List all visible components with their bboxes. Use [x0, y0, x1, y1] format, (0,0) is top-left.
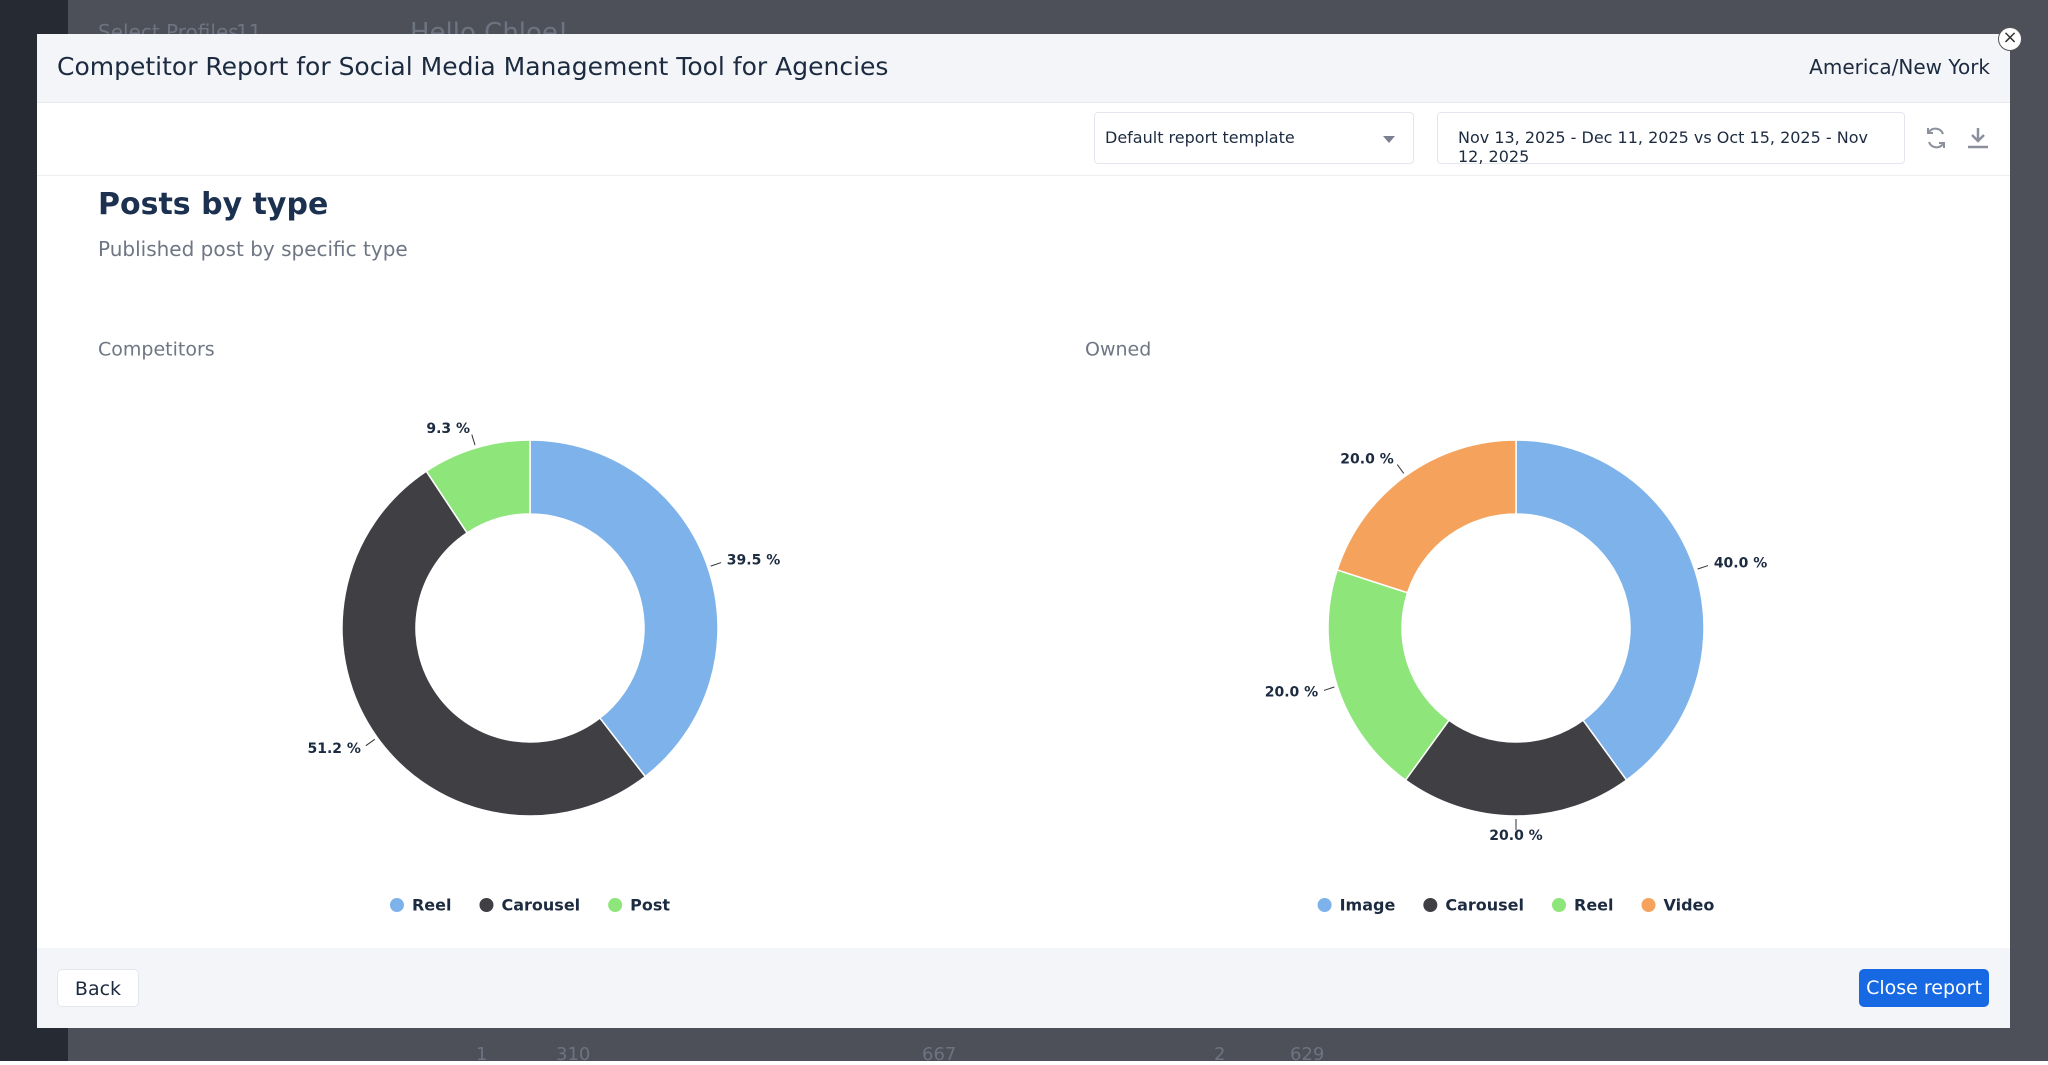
- refresh-icon[interactable]: [1923, 125, 1949, 151]
- stat: 629: [1290, 1044, 1325, 1065]
- stat: 2: [1214, 1044, 1226, 1065]
- legend-label: Reel: [1574, 896, 1614, 915]
- timezone[interactable]: America/New York: [1809, 55, 1990, 79]
- template-dropdown[interactable]: Default report template: [1094, 112, 1414, 164]
- legend-swatch: [1423, 898, 1438, 912]
- caret: [1383, 136, 1395, 143]
- legend: Reel Carousel Post: [389, 896, 670, 915]
- legend-swatch: [1641, 898, 1656, 912]
- donut-slice: [341, 470, 647, 817]
- value-label: 40.0 %: [1714, 556, 1767, 572]
- download-icon[interactable]: [1965, 125, 1991, 151]
- stat: 667: [922, 1044, 957, 1065]
- chart-title: Owned: [1085, 339, 1151, 361]
- modal-footer: Back Close report: [37, 948, 2010, 1028]
- leader-line: [365, 738, 376, 747]
- value-label: 9.3 %: [426, 421, 470, 437]
- leader-line: [1697, 565, 1709, 570]
- value-label: 39.5 %: [727, 553, 780, 569]
- legend-swatch: [1552, 898, 1566, 912]
- value-label: 20.0 %: [1265, 684, 1318, 700]
- close-report-button[interactable]: Close report: [1859, 969, 1989, 1007]
- value-label: 20.0 %: [1340, 452, 1393, 468]
- legend-label: Carousel: [501, 896, 580, 915]
- charts: Competitors 39.5 % 51.2 % 9.3 % Reel Carousel…: [98, 339, 1767, 915]
- donut-slice: [425, 439, 531, 534]
- legend-label: Image: [1340, 896, 1396, 915]
- report-modal: Competitor Report for Social Media Manag…: [37, 34, 2010, 1028]
- legend-swatch: [389, 898, 404, 912]
- donut-slice: [529, 439, 719, 778]
- leader-line: [471, 434, 476, 446]
- date-range[interactable]: Nov 13, 2025 - Dec 11, 2025 vs Oct 15, 2…: [1437, 112, 1905, 166]
- legend-swatch: [608, 898, 623, 912]
- donut-slice: [1515, 439, 1705, 782]
- legend-swatch: [479, 898, 494, 912]
- legend: Image Carousel Reel Video: [1317, 896, 1715, 915]
- legend-swatch: [1317, 898, 1332, 912]
- chart-title: Competitors: [98, 339, 215, 361]
- template-label: Default report template: [1105, 128, 1295, 147]
- leader-line: [1323, 686, 1335, 691]
- legend-label: Carousel: [1445, 896, 1524, 915]
- stat: 1: [476, 1044, 488, 1065]
- legend-label: Video: [1664, 896, 1715, 915]
- back-button[interactable]: Back: [57, 969, 139, 1007]
- donut-slice: [1336, 439, 1517, 594]
- toolbar: Default report template Nov 13, 2025 - D…: [37, 103, 2010, 176]
- leader-line: [710, 562, 722, 567]
- section-title: Posts by type: [98, 187, 329, 222]
- modal-title: Competitor Report for Social Media Manag…: [57, 52, 889, 81]
- value-label: 20.0 %: [1489, 828, 1542, 844]
- modal-header: Competitor Report for Social Media Manag…: [37, 34, 2010, 103]
- section-subtitle: Published post by specific type: [98, 237, 408, 261]
- legend-label: Post: [630, 896, 670, 915]
- stat: 310: [556, 1044, 591, 1065]
- leader-line: [1396, 464, 1405, 474]
- close-icon[interactable]: ×: [1998, 27, 2022, 51]
- value-label: 51.2 %: [308, 741, 361, 757]
- legend-label: Reel: [412, 896, 452, 915]
